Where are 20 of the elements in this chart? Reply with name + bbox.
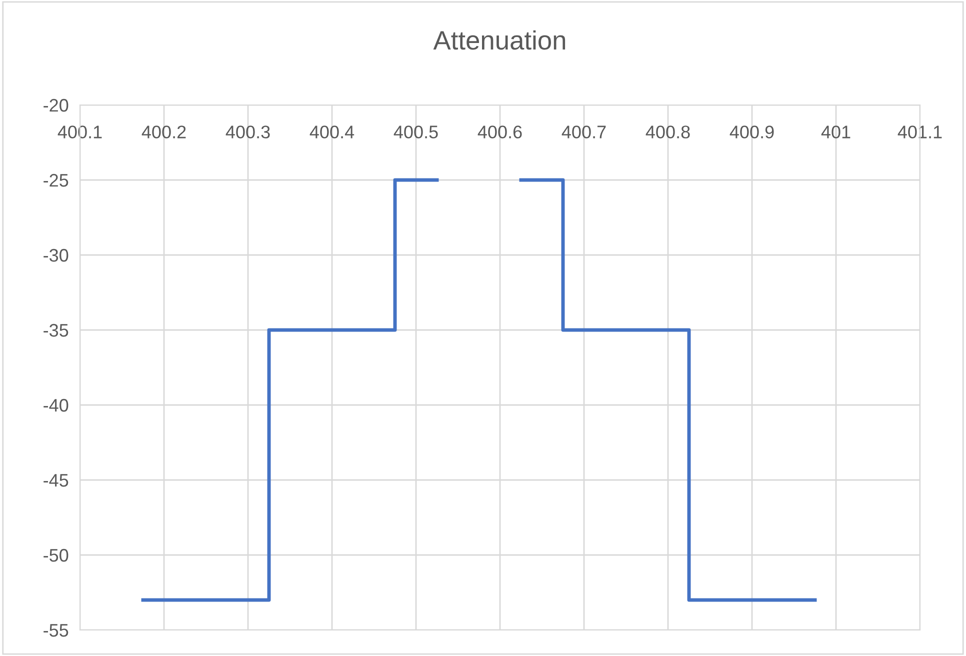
y-tick-label: -55 — [44, 624, 68, 637]
y-tick-label: -40 — [44, 398, 68, 412]
x-tick-label: 400.6 — [478, 126, 522, 138]
x-tick-label: 400.5 — [394, 126, 438, 138]
x-tick-label: 400.2 — [142, 126, 186, 138]
x-tick-label: 400.8 — [646, 126, 690, 138]
x-tick-label: 400.9 — [730, 126, 774, 138]
y-tick-label: -45 — [44, 474, 68, 487]
x-tick-label: 400.1 — [58, 126, 102, 138]
y-tick-label: -35 — [44, 324, 68, 337]
y-tick-label: -25 — [44, 174, 68, 187]
x-tick-label: 401 — [821, 126, 850, 138]
chart-title: Attenuation — [433, 30, 566, 50]
x-tick-label: 401.1 — [898, 126, 942, 138]
y-tick-label: -30 — [44, 248, 68, 262]
x-tick-label: 400.7 — [562, 126, 606, 138]
y-tick-label: -50 — [44, 548, 68, 562]
x-tick-label: 400.4 — [310, 126, 354, 138]
x-tick-label: 400.3 — [226, 126, 270, 138]
y-tick-label: -20 — [44, 98, 68, 112]
